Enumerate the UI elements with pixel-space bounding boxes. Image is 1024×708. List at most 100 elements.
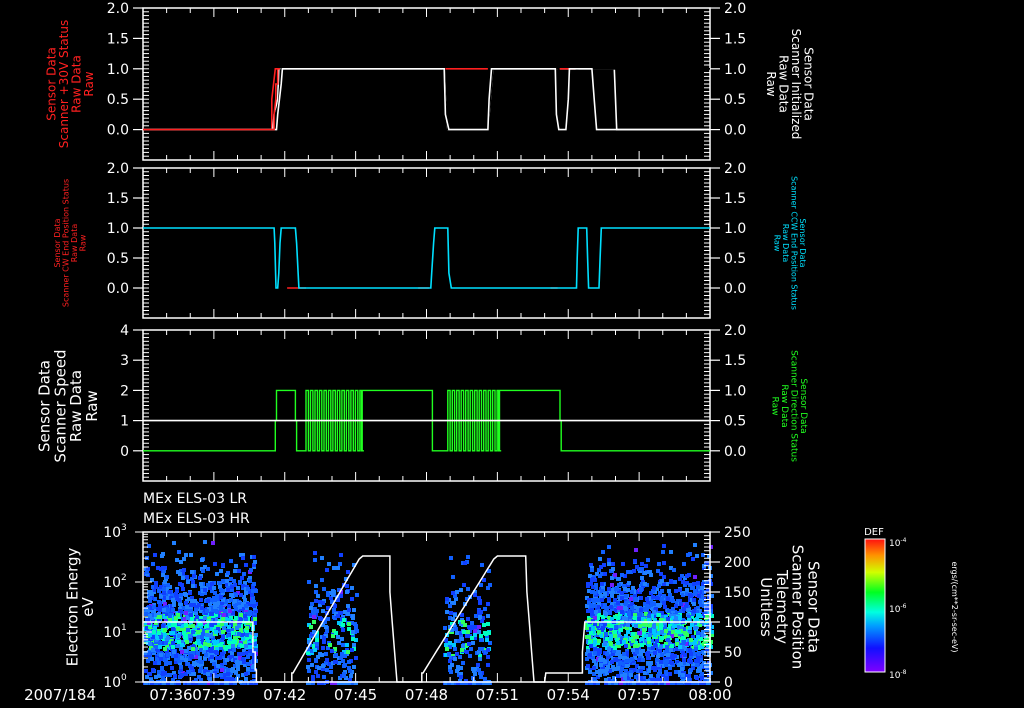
- svg-text:DEF: DEF: [864, 527, 884, 538]
- svg-text:08:00: 08:00: [688, 686, 731, 704]
- svg-text:1.0: 1.0: [107, 221, 129, 237]
- svg-text:07:42: 07:42: [263, 686, 306, 704]
- instrument-title-0: MEx ELS-03 LR: [143, 491, 247, 507]
- left-y-axis: [143, 329, 149, 482]
- svg-text:100: 100: [103, 673, 127, 691]
- svg-text:2.0: 2.0: [724, 161, 746, 177]
- svg-text:Raw Data: Raw Data: [70, 55, 84, 113]
- left-y-axis: [143, 167, 149, 319]
- svg-text:Scanner Position: Scanner Position: [789, 545, 807, 670]
- svg-text:1.5: 1.5: [724, 191, 746, 207]
- svg-text:Sensor Data: Sensor Data: [804, 561, 822, 653]
- svg-text:101: 101: [103, 623, 127, 641]
- svg-text:0.0: 0.0: [107, 281, 129, 297]
- svg-text:Raw: Raw: [770, 397, 780, 416]
- svg-text:250: 250: [724, 525, 751, 541]
- scanner-30v-status-trace: [143, 68, 279, 131]
- panel-2-frame: [142, 167, 711, 319]
- left-tick-labels: 4 3 2 1 0: [120, 323, 143, 460]
- svg-text:0.5: 0.5: [724, 251, 746, 267]
- svg-text:0: 0: [724, 675, 733, 691]
- svg-text:0.5: 0.5: [724, 414, 746, 430]
- right-y-axis: [704, 167, 710, 319]
- svg-text:100: 100: [724, 615, 751, 631]
- svg-text:2.0: 2.0: [724, 1, 746, 17]
- scanner-30v-rise: [143, 68, 280, 131]
- svg-text:Sensor Data: Sensor Data: [36, 360, 54, 452]
- svg-text:0.5: 0.5: [724, 92, 746, 108]
- svg-text:Raw: Raw: [78, 234, 87, 251]
- svg-text:Scanner +30V Status: Scanner +30V Status: [57, 20, 71, 149]
- svg-text:0.0: 0.0: [724, 123, 746, 139]
- right-tick-labels: 2.0 1.5 1.0 0.5 0.0: [710, 1, 746, 139]
- svg-text:07:57: 07:57: [618, 686, 661, 704]
- svg-text:07:36: 07:36: [149, 686, 192, 704]
- svg-text:Sensor Data: Sensor Data: [44, 47, 58, 121]
- left-tick-labels: 2.0 1.5 1.0 0.5 0.0: [107, 1, 143, 139]
- svg-text:1.0: 1.0: [724, 383, 746, 399]
- svg-text:07:54: 07:54: [547, 686, 590, 704]
- svg-text:Raw: Raw: [82, 71, 96, 96]
- svg-text:103: 103: [103, 523, 127, 541]
- left-tick-labels: 2.0 1.5 1.0 0.5 0.0: [107, 161, 143, 297]
- mask2: [143, 68, 710, 131]
- panel-1-frame: [142, 7, 711, 161]
- svg-text:2.0: 2.0: [107, 1, 129, 17]
- scanner-initialized-trace-main: [143, 68, 710, 131]
- svg-text:50: 50: [724, 645, 742, 661]
- mask: [143, 68, 710, 131]
- right-tick-labels: 2.0 1.5 1.0 0.5 0.0: [710, 161, 746, 297]
- right-y-axis: [704, 531, 710, 683]
- panel-3-frame: [142, 329, 711, 482]
- svg-text:eV: eV: [79, 597, 97, 617]
- svg-text:07:45: 07:45: [334, 686, 377, 704]
- svg-text:0.0: 0.0: [724, 444, 746, 460]
- svg-text:Sensor Data: Sensor Data: [798, 218, 807, 267]
- svg-text:3: 3: [120, 353, 129, 369]
- instrument-title-1: MEx ELS-03 HR: [143, 511, 250, 527]
- left-axis-title-p2: Sensor Data Scanner CW End Position Statu…: [53, 179, 87, 307]
- svg-text:150: 150: [724, 585, 751, 601]
- svg-text:2.0: 2.0: [107, 161, 129, 177]
- svg-text:0.0: 0.0: [724, 281, 746, 297]
- svg-text:Raw Data: Raw Data: [70, 224, 79, 263]
- svg-text:07:51: 07:51: [476, 686, 519, 704]
- spectrogram-pixels: [143, 540, 714, 685]
- svg-text:1.5: 1.5: [724, 353, 746, 369]
- svg-text:ergs/(cm**2-sr-sec-eV): ergs/(cm**2-sr-sec-eV): [950, 561, 959, 652]
- svg-text:Telemetry: Telemetry: [773, 569, 791, 644]
- svg-text:200: 200: [724, 555, 751, 571]
- ccw-end-position-trace: [143, 227, 710, 289]
- svg-text:Scanner Initialized: Scanner Initialized: [789, 29, 803, 140]
- svg-text:Scanner Speed: Scanner Speed: [51, 349, 69, 462]
- svg-text:Raw Data: Raw Data: [777, 55, 791, 113]
- svg-text:Raw: Raw: [773, 235, 782, 252]
- colorbar: DEF 10-4 10-6 10-8: [864, 527, 907, 681]
- svg-text:Raw Data: Raw Data: [779, 384, 789, 427]
- svg-text:07:48: 07:48: [405, 686, 448, 704]
- svg-text:10-6: 10-6: [889, 603, 907, 615]
- svg-text:102: 102: [103, 573, 127, 591]
- svg-text:1.0: 1.0: [724, 62, 746, 78]
- svg-text:1.5: 1.5: [107, 191, 129, 207]
- right-tick-labels: 2.0 1.5 1.0 0.5 0.0: [710, 323, 746, 460]
- right-colorbar-units: ergs/(cm**2-sr-sec-eV): [950, 561, 959, 652]
- svg-text:2: 2: [120, 383, 129, 399]
- svg-text:10-4: 10-4: [889, 537, 907, 549]
- svg-text:1.0: 1.0: [107, 62, 129, 78]
- svg-text:Sensor Data: Sensor Data: [53, 218, 62, 267]
- svg-text:1.0: 1.0: [724, 221, 746, 237]
- svg-text:2.0: 2.0: [724, 323, 746, 339]
- svg-text:1.5: 1.5: [724, 31, 746, 47]
- time-axis: 07:36 07:39 07:42 07:45 07:48 07:51 07:54 07:57…: [24, 686, 731, 704]
- svg-text:Raw Data: Raw Data: [781, 224, 790, 263]
- svg-text:0.5: 0.5: [107, 92, 129, 108]
- svg-text:1: 1: [120, 414, 129, 430]
